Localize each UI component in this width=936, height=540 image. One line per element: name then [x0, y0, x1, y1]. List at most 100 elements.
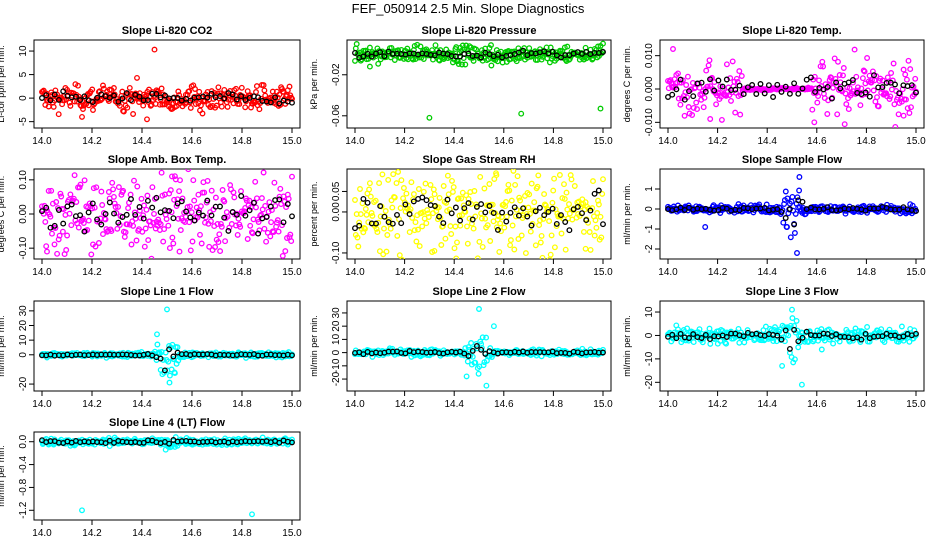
data-point [793, 317, 800, 324]
data-point [507, 242, 514, 249]
data-point-highlight [289, 213, 295, 220]
data-point [815, 93, 822, 100]
data-point-highlight [157, 355, 164, 362]
panel-title: Slope Line 4 (LT) Flow [109, 417, 225, 429]
data-point [391, 194, 398, 201]
x-tick-label: 14.2 [82, 136, 102, 147]
data-point [176, 188, 183, 195]
data-point-highlight [431, 203, 438, 209]
data-point [206, 243, 213, 250]
data-point-highlight [115, 98, 122, 105]
data-point [464, 358, 471, 365]
data-point [591, 232, 598, 239]
data-point-highlight [786, 90, 793, 97]
data-point [696, 326, 703, 333]
data-point [483, 334, 490, 341]
data-point [513, 58, 520, 65]
data-point-highlight [77, 212, 84, 219]
data-point [887, 93, 894, 100]
data-point [142, 225, 149, 232]
data-point [95, 240, 102, 246]
data-point [393, 180, 400, 187]
data-point [736, 339, 743, 346]
x-tick-label: 14.2 [395, 136, 415, 147]
data-point [236, 101, 243, 108]
data-point [423, 220, 430, 227]
data-point-highlight [398, 220, 405, 227]
x-tick-label: 14.0 [345, 267, 365, 278]
data-point [387, 225, 394, 232]
data-point [834, 111, 841, 118]
data-point-outlier [784, 224, 790, 230]
data-point [397, 205, 404, 212]
data-point-highlight [786, 345, 793, 352]
data-point [704, 83, 711, 90]
data-point [384, 232, 391, 238]
data-point [444, 172, 451, 179]
data-point [98, 188, 105, 195]
data-point-highlight [591, 190, 598, 197]
data-point-highlight [824, 204, 831, 211]
data-point [561, 195, 568, 202]
data-point [51, 241, 58, 248]
data-point-highlight [482, 350, 489, 357]
x-tick-label: 14.4 [757, 136, 777, 147]
data-point-highlight [225, 227, 232, 234]
data-point [216, 231, 223, 238]
data-point [166, 245, 173, 252]
data-point [459, 61, 465, 68]
data-point [571, 183, 578, 189]
data-point [130, 222, 137, 229]
data-point [468, 340, 475, 346]
x-tick-label: 15.0 [593, 267, 613, 278]
data-point [787, 322, 794, 329]
data-point-highlight [170, 353, 177, 360]
data-point-highlight [360, 351, 367, 358]
data-point-highlight [570, 206, 577, 213]
data-point [48, 187, 55, 194]
data-point [503, 213, 510, 220]
data-point-highlight [431, 52, 438, 59]
data-point [479, 243, 486, 250]
data-point [693, 99, 700, 106]
data-point-highlight [43, 92, 50, 99]
data-point [875, 103, 882, 110]
data-point [56, 232, 63, 239]
data-point-highlight [799, 198, 806, 205]
data-point [408, 179, 415, 186]
data-point [140, 212, 147, 219]
data-point-outlier [171, 369, 178, 376]
data-point [218, 223, 225, 230]
data-point [249, 230, 256, 237]
data-point-outlier [900, 112, 907, 119]
data-point [110, 85, 117, 91]
data-point [197, 231, 203, 238]
data-point [130, 111, 137, 117]
data-point [458, 47, 465, 54]
x-tick-label: 14.2 [708, 399, 728, 410]
data-point [690, 104, 697, 111]
data-point [145, 237, 152, 244]
data-point [279, 222, 285, 229]
data-point [870, 87, 877, 94]
data-point-highlight [153, 90, 160, 97]
y-tick-label: 0.010 [644, 43, 655, 68]
data-point-highlight [913, 89, 919, 96]
data-point-highlight [381, 213, 388, 220]
x-tick-label: 14.0 [345, 399, 365, 410]
data-point-highlight [795, 90, 802, 97]
panel-4: Slope Amb. Box Temp. 14.0 14.2 14.4 14.6 14.8… [0, 154, 302, 278]
y-axis-label: Li-cor ppm per min. [0, 45, 6, 123]
data-point-highlight [486, 203, 493, 209]
data-point [125, 205, 132, 212]
data-point-highlight [549, 205, 556, 212]
x-tick-label: 14.0 [32, 528, 52, 539]
data-point-highlight [507, 209, 514, 216]
data-point [864, 55, 871, 61]
data-point-outlier [811, 119, 818, 126]
data-point-highlight [845, 79, 852, 86]
y-tick-label: -0.4 [18, 456, 29, 474]
x-tick-label: 15.0 [282, 136, 302, 147]
data-point-highlight [60, 220, 67, 227]
